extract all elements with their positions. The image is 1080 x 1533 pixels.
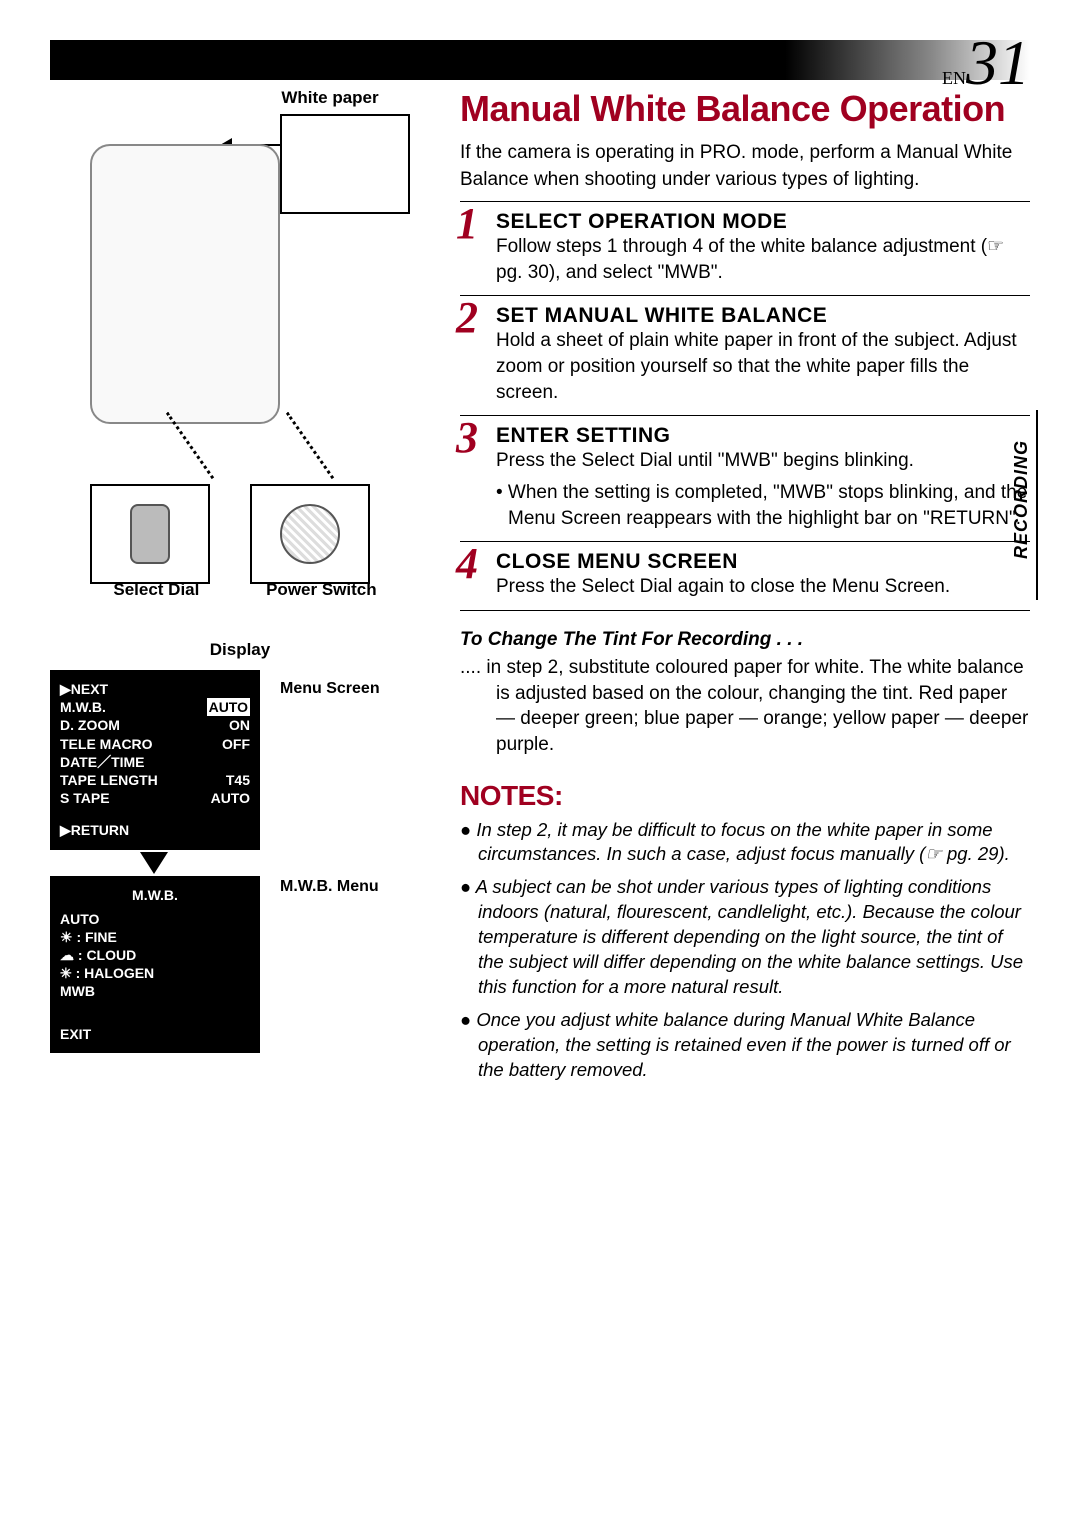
menu-row-right: AUTO [207,698,250,716]
page-prefix: EN [942,68,966,88]
menu-row-right: AUTO [211,789,250,807]
mwb-exit: EXIT [60,1025,250,1043]
note-item: ● In step 2, it may be difficult to focu… [478,818,1030,868]
menu-screen-box: ▶NEXTM.W.B. AUTO D. ZOOM ON TELE MACRO OFF DAT… [50,670,260,850]
step-title: CLOSE MENU SCREEN [496,550,1030,574]
right-column: Manual White Balance Operation If the ca… [460,88,1030,1091]
camera-outline [90,144,280,424]
tint-body: .... in step 2, substitute coloured pape… [496,655,1030,758]
mwb-title: M.W.B. [60,886,250,904]
menu-row-left: D. ZOOM [60,716,120,734]
tint-title: To Change The Tint For Recording . . . [460,629,1030,651]
step: 4CLOSE MENU SCREENPress the Select Dial … [460,541,1030,610]
dial-icon [130,504,170,564]
menu-row-right: OFF [222,735,250,753]
menu-row-left: TELE MACRO [60,735,153,753]
step-number: 4 [456,538,478,589]
step: 3ENTER SETTINGPress the Select Dial unti… [460,415,1030,541]
step: 2SET MANUAL WHITE BALANCEHold a sheet of… [460,295,1030,415]
power-switch-callout [250,484,370,584]
menu-row-left: M.W.B. [60,698,106,716]
step-body: Press the Select Dial again to close the… [496,574,1030,600]
mwb-selected: MWB [60,983,95,999]
menu-row: DATE／TIME [60,753,250,771]
note-item: ● A subject can be shot under various ty… [478,875,1030,1000]
notes-title: NOTES: [460,780,1030,812]
side-tab-line [1036,410,1038,600]
menu-return: ▶RETURN [60,821,250,839]
down-arrow-icon [140,852,168,874]
menu-row: D. ZOOM ON [60,716,250,734]
mwb-row: ☁ : CLOUD [60,946,250,964]
step-title: SET MANUAL WHITE BALANCE [496,304,1030,328]
mwb-menu-label: M.W.B. Menu [280,878,380,896]
step-number: 2 [456,292,478,343]
menu-row: TAPE LENGTH T45 [60,771,250,789]
mwb-row: ☀ : FINE [60,928,250,946]
menu-row: M.W.B. AUTO [60,698,250,716]
menu-screen-label: Menu Screen [280,680,380,698]
menu-row: TELE MACRO OFF [60,735,250,753]
step-title: SELECT OPERATION MODE [496,210,1030,234]
menu-row: ▶NEXT [60,680,250,698]
menu-row-right: ON [229,716,250,734]
step-body: Press the Select Dial until "MWB" begins… [496,448,1030,474]
camera-diagram [50,114,430,574]
header-gradient-bar: EN31 [50,40,1030,80]
switch-icon [280,504,340,564]
step-body: Follow steps 1 through 4 of the white ba… [496,234,1030,285]
page-num-value: 31 [966,27,1030,98]
menu-row-left: DATE／TIME [60,753,145,771]
mwb-row: ✳ : HALOGEN [60,964,250,982]
tint-section: To Change The Tint For Recording . . . .… [460,629,1030,758]
step-number: 3 [456,412,478,463]
step: 1SELECT OPERATION MODEFollow steps 1 thr… [460,201,1030,295]
select-dial-callout [90,484,210,584]
page-number: EN31 [942,26,1030,100]
display-label: Display [50,640,430,660]
intro-text: If the camera is operating in PRO. mode,… [460,140,1030,193]
mwb-row: AUTO [60,910,250,928]
menu-row-right: T45 [226,771,250,789]
step-body: Hold a sheet of plain white paper in fro… [496,328,1030,405]
step-number: 1 [456,198,478,249]
step-title: ENTER SETTING [496,424,1030,448]
menu-row-left: S TAPE [60,789,110,807]
menu-row-left: ▶NEXT [60,680,108,698]
white-paper-label: White paper [230,88,430,108]
left-column: White paper Select Dial Power Switch Dis… [50,88,430,1091]
note-item: ● Once you adjust white balance during M… [478,1008,1030,1083]
mwb-menu-box: M.W.B. AUTO☀ : FINE☁ : CLOUD✳ : HALOGEN … [50,876,260,1053]
menu-row-left: TAPE LENGTH [60,771,158,789]
menu-row: S TAPE AUTO [60,789,250,807]
step-bullet: • When the setting is completed, "MWB" s… [508,480,1030,531]
